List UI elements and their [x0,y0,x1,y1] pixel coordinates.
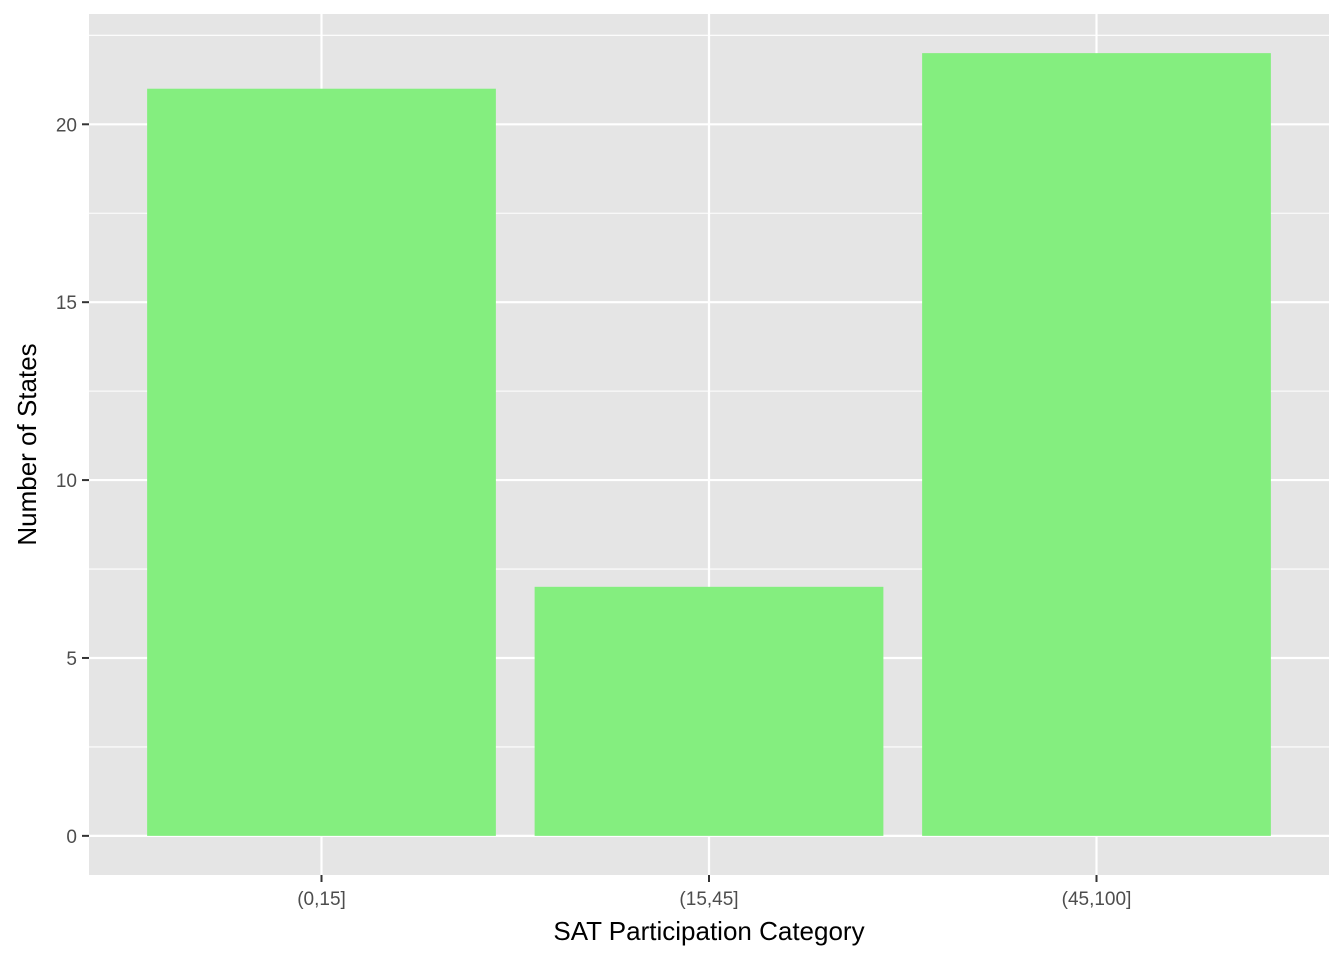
y-tick-label: 0 [66,827,77,848]
y-tick-label: 10 [56,471,77,492]
bars [147,53,1271,836]
x-axis: (0,15] (15,45] (45,100] [297,875,1131,910]
bar-1 [534,586,884,836]
y-axis: 0 5 10 15 20 [56,115,89,848]
y-tick-label: 5 [66,649,77,670]
bar-0 [147,88,496,836]
y-tick-label: 20 [56,115,77,136]
y-tick-label: 15 [56,293,77,314]
x-axis-title: SAT Participation Category [553,916,864,946]
bar-2 [922,53,1271,836]
x-tick-label: (15,45] [679,889,738,910]
x-tick-label: (0,15] [297,889,346,910]
x-tick-label: (45,100] [1062,889,1132,910]
y-axis-title: Number of States [12,343,42,545]
